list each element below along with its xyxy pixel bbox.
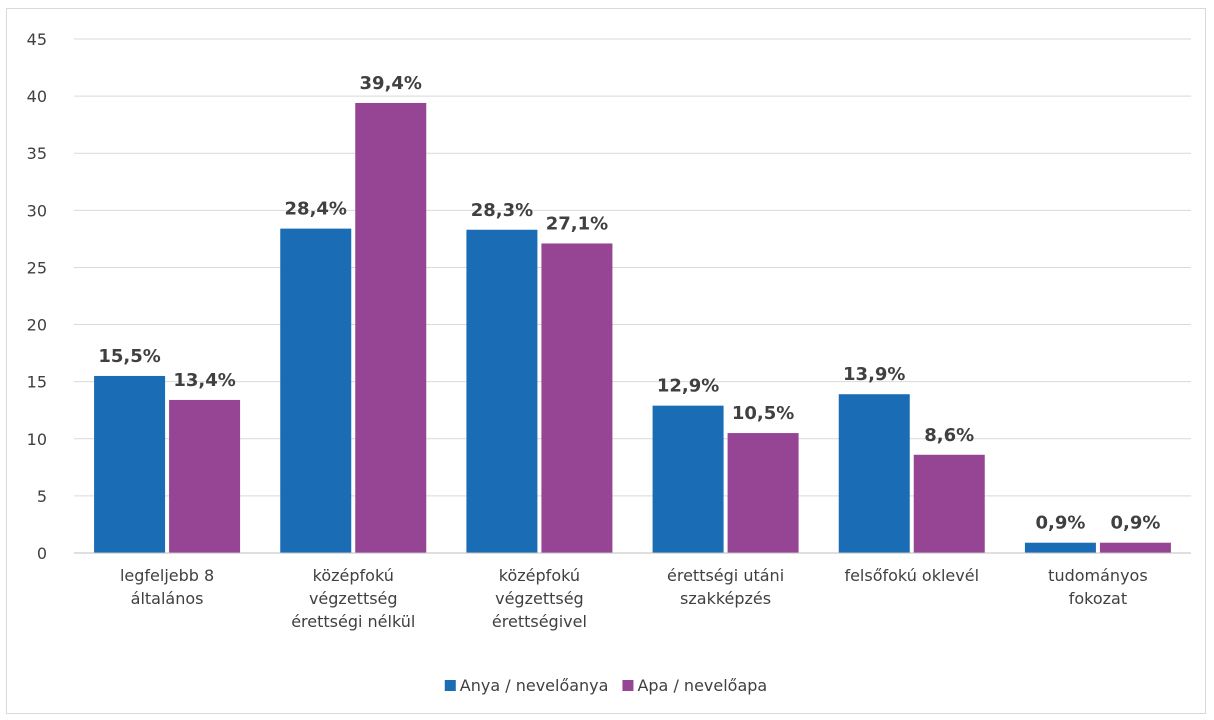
data-label: 27,1% [546,213,608,234]
y-tick-label: 35 [27,144,47,163]
y-tick-label: 10 [27,430,47,449]
category-label: szakképzés [680,589,771,608]
bar [652,405,724,553]
legend-label: Apa / nevelőapa [637,676,767,695]
y-tick-label: 20 [27,316,47,335]
data-labels-layer: 15,5% 13,4% 28,4% 39,4% 28,3% 27,1% 12,9% 10,5%… [98,73,1160,534]
data-label: 12,9% [657,376,719,397]
bar [541,243,613,554]
data-label: 15,5% [98,346,160,367]
bar [94,375,166,553]
bar [280,228,352,553]
grid-layer [74,38,1191,497]
bar [169,399,241,553]
legend-swatch [622,680,634,691]
data-label: 0,9% [1110,513,1160,534]
data-label: 13,4% [173,370,235,391]
bar [466,229,538,554]
y-axis: 0 5 10 15 20 25 30 35 40 45 [27,30,47,563]
category-label: érettségi nélkül [291,612,415,631]
category-label: tudományos [1048,566,1147,585]
category-label: középfokú [313,566,394,585]
legend-swatch [444,680,456,691]
y-tick-label: 0 [37,544,47,563]
y-tick-label: 25 [27,258,47,277]
category-label: általános [131,589,204,608]
legend-item: Apa / nevelőapa [622,676,767,695]
bar [913,454,985,553]
bar [1024,542,1096,553]
category-label: végzettség [495,589,584,608]
category-label: középfokú [499,566,580,585]
bar [355,102,427,553]
bar-chart: 15,5% 13,4% 28,4% 39,4% 28,3% 27,1% 12,9% 10,5%… [27,30,1191,695]
y-tick-label: 5 [37,487,47,506]
category-label: érettségivel [492,612,587,631]
data-label: 39,4% [360,73,422,94]
data-label: 13,9% [843,364,905,385]
category-label: legfeljebb 8 [120,566,214,585]
data-label: 8,6% [924,425,974,446]
bar [1099,542,1171,553]
bar [838,394,910,553]
category-label: érettségi utáni [667,566,784,585]
legend-label: Anya / nevelőanya [460,676,609,695]
y-tick-label: 30 [27,201,47,220]
data-label: 0,9% [1035,513,1085,534]
top-strip [0,0,1214,8]
y-tick-label: 40 [27,87,47,106]
data-label: 28,4% [285,199,347,220]
bar [727,433,799,553]
category-label: végzettség [309,589,398,608]
legend-item: Anya / nevelőanya [444,676,609,695]
bars-layer [94,102,1171,554]
data-label: 28,3% [471,200,533,221]
data-label: 10,5% [732,403,794,424]
x-axis: legfeljebb 8 általános középfokú végzettség… [74,552,1191,631]
chart-frame: 15,5% 13,4% 28,4% 39,4% 28,3% 27,1% 12,9% 10,5%… [6,8,1206,714]
y-tick-label: 15 [27,373,47,392]
y-tick-label: 45 [27,30,47,49]
category-label: felsőfokú oklevél [844,566,979,585]
category-label: fokozat [1069,589,1127,608]
legend: Anya / nevelőanya Apa / nevelőapa [444,676,767,695]
